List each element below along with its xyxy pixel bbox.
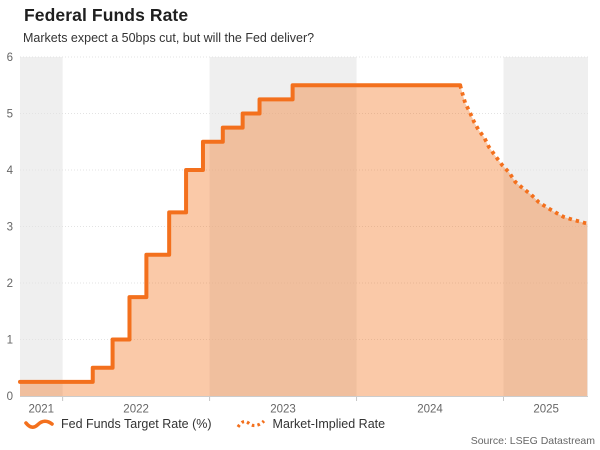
- y-axis-label: 0: [7, 391, 13, 403]
- y-axis-label: 1: [7, 335, 13, 347]
- x-axis-label: 2023: [270, 404, 296, 416]
- y-axis-label: 3: [7, 222, 13, 234]
- solid-line-icon: [24, 419, 54, 429]
- legend-item-fed-funds-target-rate[interactable]: Fed Funds Target Rate (%): [24, 417, 212, 431]
- y-axis-label: 4: [7, 165, 14, 177]
- source-credit: Source: LSEG Datastream: [470, 435, 595, 447]
- y-axis-label: 5: [7, 109, 13, 121]
- y-axis-label: 2: [7, 278, 13, 290]
- fed-funds-target-rate-line: [18, 83, 463, 384]
- x-axis-label: 2022: [123, 404, 149, 416]
- legend-label: Fed Funds Target Rate (%): [61, 417, 212, 431]
- y-axis-label: 6: [7, 52, 13, 64]
- dotted-line-icon: [236, 419, 265, 428]
- area-fill: [20, 85, 588, 396]
- legend-item-market-implied-rate[interactable]: Market-Implied Rate: [236, 417, 386, 431]
- market-implied-rate-line: [458, 84, 588, 226]
- chart-subtitle: Markets expect a 50bps cut, but will the…: [23, 31, 315, 45]
- chart-title: Federal Funds Rate: [24, 5, 189, 25]
- x-axis-label: 2025: [533, 404, 559, 416]
- legend-label: Market-Implied Rate: [272, 417, 386, 431]
- x-axis-label: 2024: [417, 404, 443, 416]
- x-axis-label: 2021: [29, 404, 55, 416]
- legend: Fed Funds Target Rate (%) Market-Implied…: [24, 417, 385, 431]
